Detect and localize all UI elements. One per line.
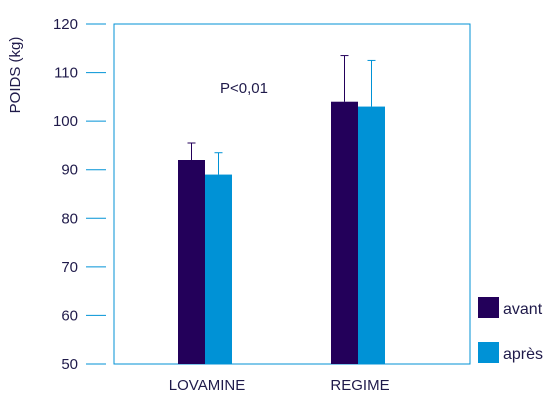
bar-regime-avant [331,101,358,364]
y-tick-label-110: 110 [54,65,78,82]
legend-label-avant: avant [503,301,543,318]
legend-swatch-avant [478,297,499,318]
y-tick-label-100: 100 [53,113,78,130]
y-axis: 50 60 70 80 90 100 110 120 [53,16,106,373]
legend: avant après [478,297,543,363]
category-label-lovamine: LOVAMINE [169,377,245,394]
y-tick-label-120: 120 [53,16,78,33]
y-tick-label-50: 50 [61,356,78,373]
bars-group [178,55,385,365]
category-label-regime: REGIME [330,377,389,394]
y-tick-label-90: 90 [61,162,78,179]
y-axis-label: POIDS (kg) [7,37,24,114]
x-axis: LOVAMINE REGIME [169,377,390,394]
y-tick-label-80: 80 [61,210,78,227]
y-tick-label-60: 60 [61,307,78,324]
legend-swatch-apres [478,342,499,363]
legend-label-apres: après [503,346,543,363]
y-tick-label-70: 70 [61,259,78,276]
bar-lovamine-apres [205,174,232,364]
bar-regime-apres [358,106,385,365]
plot-frame [113,23,471,365]
p-value-annotation: P<0,01 [220,80,268,97]
bar-lovamine-avant [178,160,205,364]
